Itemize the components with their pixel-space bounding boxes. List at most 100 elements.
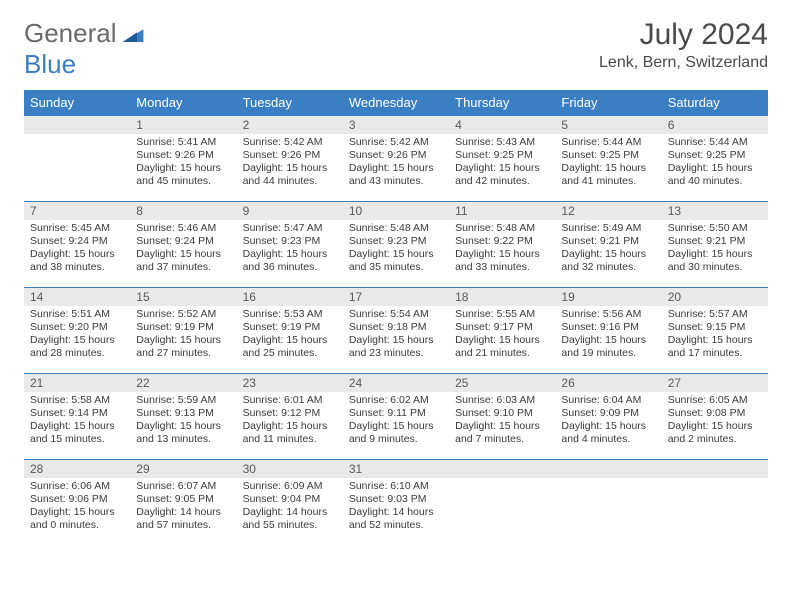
day-header: Tuesday xyxy=(237,90,343,116)
calendar-cell: 20Sunrise: 5:57 AMSunset: 9:15 PMDayligh… xyxy=(662,288,768,374)
day-details: Sunrise: 5:57 AMSunset: 9:15 PMDaylight:… xyxy=(662,306,768,365)
day-header-row: SundayMondayTuesdayWednesdayThursdayFrid… xyxy=(24,90,768,116)
brand-triangle-icon xyxy=(121,18,145,48)
calendar-cell xyxy=(662,460,768,546)
calendar-cell xyxy=(555,460,661,546)
day-number: 21 xyxy=(24,374,130,392)
day-number: 9 xyxy=(237,202,343,220)
day-details: Sunrise: 5:46 AMSunset: 9:24 PMDaylight:… xyxy=(130,220,236,279)
calendar-cell: 18Sunrise: 5:55 AMSunset: 9:17 PMDayligh… xyxy=(449,288,555,374)
calendar-week-row: 21Sunrise: 5:58 AMSunset: 9:14 PMDayligh… xyxy=(24,374,768,460)
location: Lenk, Bern, Switzerland xyxy=(599,54,768,72)
calendar-cell: 12Sunrise: 5:49 AMSunset: 9:21 PMDayligh… xyxy=(555,202,661,288)
calendar-cell: 2Sunrise: 5:42 AMSunset: 9:26 PMDaylight… xyxy=(237,116,343,202)
calendar-table: SundayMondayTuesdayWednesdayThursdayFrid… xyxy=(24,90,768,546)
day-number: 19 xyxy=(555,288,661,306)
day-number: 17 xyxy=(343,288,449,306)
day-number: 22 xyxy=(130,374,236,392)
day-number-empty xyxy=(555,460,661,478)
day-details: Sunrise: 6:03 AMSunset: 9:10 PMDaylight:… xyxy=(449,392,555,451)
calendar-body: 1Sunrise: 5:41 AMSunset: 9:26 PMDaylight… xyxy=(24,116,768,546)
day-number: 18 xyxy=(449,288,555,306)
day-header: Monday xyxy=(130,90,236,116)
day-number: 29 xyxy=(130,460,236,478)
day-details: Sunrise: 5:59 AMSunset: 9:13 PMDaylight:… xyxy=(130,392,236,451)
day-number: 4 xyxy=(449,116,555,134)
day-number: 5 xyxy=(555,116,661,134)
day-details: Sunrise: 6:10 AMSunset: 9:03 PMDaylight:… xyxy=(343,478,449,537)
header: GeneralBlue July 2024 Lenk, Bern, Switze… xyxy=(24,18,768,80)
day-number-empty xyxy=(662,460,768,478)
day-number: 26 xyxy=(555,374,661,392)
calendar-cell: 27Sunrise: 6:05 AMSunset: 9:08 PMDayligh… xyxy=(662,374,768,460)
month-title: July 2024 xyxy=(599,18,768,52)
calendar-cell xyxy=(24,116,130,202)
calendar-cell: 24Sunrise: 6:02 AMSunset: 9:11 PMDayligh… xyxy=(343,374,449,460)
calendar-cell: 25Sunrise: 6:03 AMSunset: 9:10 PMDayligh… xyxy=(449,374,555,460)
title-block: July 2024 Lenk, Bern, Switzerland xyxy=(599,18,768,72)
day-details: Sunrise: 5:48 AMSunset: 9:22 PMDaylight:… xyxy=(449,220,555,279)
calendar-cell: 6Sunrise: 5:44 AMSunset: 9:25 PMDaylight… xyxy=(662,116,768,202)
day-header: Wednesday xyxy=(343,90,449,116)
calendar-cell xyxy=(449,460,555,546)
calendar-cell: 11Sunrise: 5:48 AMSunset: 9:22 PMDayligh… xyxy=(449,202,555,288)
day-details: Sunrise: 6:05 AMSunset: 9:08 PMDaylight:… xyxy=(662,392,768,451)
day-number: 15 xyxy=(130,288,236,306)
day-details: Sunrise: 5:58 AMSunset: 9:14 PMDaylight:… xyxy=(24,392,130,451)
day-number: 7 xyxy=(24,202,130,220)
day-details: Sunrise: 6:04 AMSunset: 9:09 PMDaylight:… xyxy=(555,392,661,451)
day-details: Sunrise: 5:53 AMSunset: 9:19 PMDaylight:… xyxy=(237,306,343,365)
brand-word2: Blue xyxy=(24,49,76,79)
calendar-cell: 28Sunrise: 6:06 AMSunset: 9:06 PMDayligh… xyxy=(24,460,130,546)
calendar-cell: 26Sunrise: 6:04 AMSunset: 9:09 PMDayligh… xyxy=(555,374,661,460)
calendar-cell: 7Sunrise: 5:45 AMSunset: 9:24 PMDaylight… xyxy=(24,202,130,288)
day-details: Sunrise: 6:09 AMSunset: 9:04 PMDaylight:… xyxy=(237,478,343,537)
day-number: 27 xyxy=(662,374,768,392)
calendar-cell: 17Sunrise: 5:54 AMSunset: 9:18 PMDayligh… xyxy=(343,288,449,374)
day-number: 6 xyxy=(662,116,768,134)
calendar-cell: 8Sunrise: 5:46 AMSunset: 9:24 PMDaylight… xyxy=(130,202,236,288)
calendar-cell: 4Sunrise: 5:43 AMSunset: 9:25 PMDaylight… xyxy=(449,116,555,202)
day-details: Sunrise: 5:43 AMSunset: 9:25 PMDaylight:… xyxy=(449,134,555,193)
day-details: Sunrise: 5:56 AMSunset: 9:16 PMDaylight:… xyxy=(555,306,661,365)
day-number-empty xyxy=(24,116,130,134)
day-number: 1 xyxy=(130,116,236,134)
day-details: Sunrise: 6:01 AMSunset: 9:12 PMDaylight:… xyxy=(237,392,343,451)
day-details: Sunrise: 5:54 AMSunset: 9:18 PMDaylight:… xyxy=(343,306,449,365)
calendar-cell: 10Sunrise: 5:48 AMSunset: 9:23 PMDayligh… xyxy=(343,202,449,288)
calendar-cell: 5Sunrise: 5:44 AMSunset: 9:25 PMDaylight… xyxy=(555,116,661,202)
day-details: Sunrise: 5:50 AMSunset: 9:21 PMDaylight:… xyxy=(662,220,768,279)
calendar-cell: 9Sunrise: 5:47 AMSunset: 9:23 PMDaylight… xyxy=(237,202,343,288)
calendar-cell: 30Sunrise: 6:09 AMSunset: 9:04 PMDayligh… xyxy=(237,460,343,546)
calendar-cell: 21Sunrise: 5:58 AMSunset: 9:14 PMDayligh… xyxy=(24,374,130,460)
day-details: Sunrise: 5:47 AMSunset: 9:23 PMDaylight:… xyxy=(237,220,343,279)
day-number-empty xyxy=(449,460,555,478)
calendar-cell: 31Sunrise: 6:10 AMSunset: 9:03 PMDayligh… xyxy=(343,460,449,546)
calendar-cell: 13Sunrise: 5:50 AMSunset: 9:21 PMDayligh… xyxy=(662,202,768,288)
day-number: 30 xyxy=(237,460,343,478)
day-details: Sunrise: 5:42 AMSunset: 9:26 PMDaylight:… xyxy=(343,134,449,193)
day-details: Sunrise: 5:55 AMSunset: 9:17 PMDaylight:… xyxy=(449,306,555,365)
day-details: Sunrise: 5:44 AMSunset: 9:25 PMDaylight:… xyxy=(555,134,661,193)
calendar-cell: 19Sunrise: 5:56 AMSunset: 9:16 PMDayligh… xyxy=(555,288,661,374)
day-details: Sunrise: 5:48 AMSunset: 9:23 PMDaylight:… xyxy=(343,220,449,279)
day-number: 16 xyxy=(237,288,343,306)
day-header: Saturday xyxy=(662,90,768,116)
day-details: Sunrise: 5:52 AMSunset: 9:19 PMDaylight:… xyxy=(130,306,236,365)
calendar-week-row: 1Sunrise: 5:41 AMSunset: 9:26 PMDaylight… xyxy=(24,116,768,202)
day-number: 12 xyxy=(555,202,661,220)
calendar-cell: 15Sunrise: 5:52 AMSunset: 9:19 PMDayligh… xyxy=(130,288,236,374)
calendar-cell: 1Sunrise: 5:41 AMSunset: 9:26 PMDaylight… xyxy=(130,116,236,202)
day-number: 28 xyxy=(24,460,130,478)
calendar-cell: 29Sunrise: 6:07 AMSunset: 9:05 PMDayligh… xyxy=(130,460,236,546)
day-number: 2 xyxy=(237,116,343,134)
day-header: Sunday xyxy=(24,90,130,116)
day-details: Sunrise: 5:51 AMSunset: 9:20 PMDaylight:… xyxy=(24,306,130,365)
day-details: Sunrise: 6:02 AMSunset: 9:11 PMDaylight:… xyxy=(343,392,449,451)
brand-logo: GeneralBlue xyxy=(24,18,145,80)
day-details: Sunrise: 6:06 AMSunset: 9:06 PMDaylight:… xyxy=(24,478,130,537)
day-details: Sunrise: 5:44 AMSunset: 9:25 PMDaylight:… xyxy=(662,134,768,193)
day-number: 3 xyxy=(343,116,449,134)
day-header: Friday xyxy=(555,90,661,116)
day-number: 25 xyxy=(449,374,555,392)
